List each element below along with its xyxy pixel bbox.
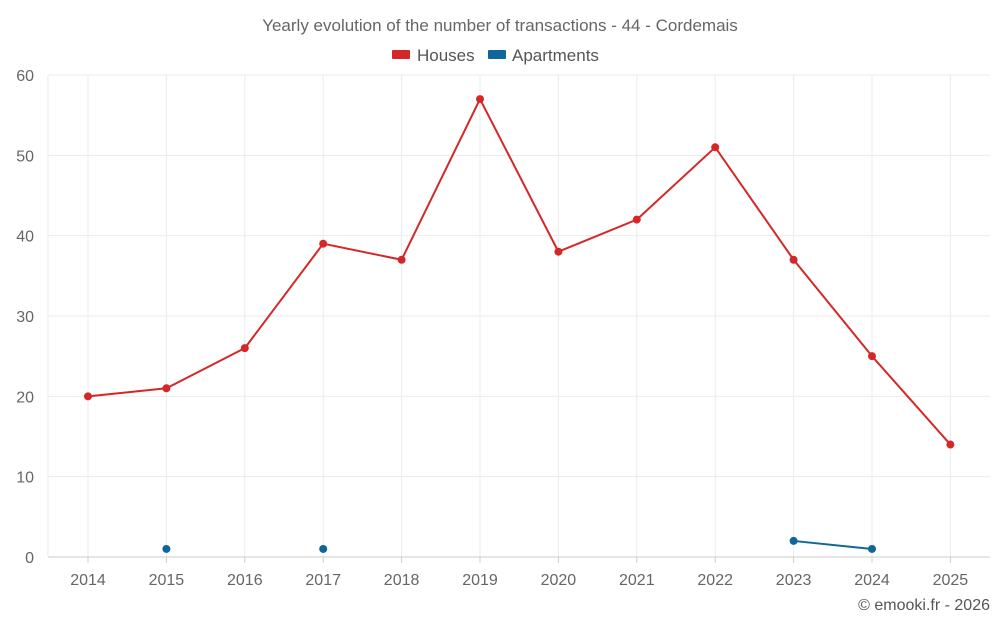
y-tick-label: 20 [16, 389, 34, 406]
series-line-segment [557, 218, 638, 253]
x-tick-label: 2017 [305, 572, 341, 589]
data-point[interactable] [240, 344, 249, 353]
grid [48, 74, 990, 557]
legend-label-apartments[interactable]: Apartments [512, 46, 599, 65]
legend-swatch-apartments [488, 50, 506, 59]
data-point[interactable] [162, 544, 171, 553]
x-tick-label: 2022 [697, 572, 733, 589]
x-tick-label: 2016 [227, 572, 263, 589]
y-tick-label: 60 [16, 68, 34, 85]
y-tick-label: 10 [16, 470, 34, 487]
series-line-segment [714, 146, 795, 261]
y-tick-label: 40 [16, 229, 34, 246]
series-line-segment [792, 539, 873, 550]
series-line-segment [635, 146, 717, 221]
series-line-segment [322, 242, 403, 261]
x-tick-label: 2024 [854, 572, 890, 589]
data-point[interactable] [868, 544, 876, 553]
credit-text: © emooki.fr - 2026 [858, 597, 990, 614]
legend: Houses Apartments [392, 46, 599, 65]
series [84, 95, 955, 553]
chart-title: Yearly evolution of the number of transa… [262, 16, 738, 35]
data-point[interactable] [632, 215, 641, 224]
y-tick-label: 50 [16, 148, 34, 165]
series-line-segment [792, 258, 873, 358]
x-tick-label: 2025 [933, 572, 969, 589]
data-point[interactable] [319, 239, 328, 248]
series-line-segment [87, 387, 168, 398]
y-tick-label: 0 [25, 550, 34, 567]
x-tick-label: 2018 [384, 572, 420, 589]
series-houses [84, 95, 955, 449]
series-line-segment [400, 98, 481, 261]
legend-swatch-houses [392, 50, 410, 59]
series-line-segment [243, 242, 325, 350]
x-tick-label: 2015 [149, 572, 185, 589]
series-line-segment [871, 355, 952, 446]
series-apartments [162, 536, 876, 553]
y-tick-label: 30 [16, 309, 34, 326]
x-tick-label: 2021 [619, 572, 655, 589]
legend-label-houses[interactable]: Houses [417, 46, 475, 65]
series-line-segment [479, 98, 560, 253]
data-point[interactable] [84, 392, 92, 401]
data-point[interactable] [476, 95, 484, 104]
data-point[interactable] [789, 255, 798, 264]
data-point[interactable] [554, 247, 563, 256]
series-line-segment [165, 347, 246, 390]
x-tick-label: 2014 [70, 572, 106, 589]
data-point[interactable] [162, 384, 171, 393]
axes: 0 10 20 30 40 50 60 2014 2015 2016 2017 2018 2019 202… [16, 68, 990, 589]
x-tick-label: 2023 [776, 572, 812, 589]
data-point[interactable] [711, 143, 720, 152]
data-point[interactable] [946, 440, 955, 449]
x-tick-label: 2020 [541, 572, 577, 589]
data-point[interactable] [397, 255, 406, 264]
x-tick-label: 2019 [462, 572, 498, 589]
data-point[interactable] [319, 544, 328, 553]
data-point[interactable] [789, 536, 798, 545]
data-point[interactable] [868, 352, 876, 361]
